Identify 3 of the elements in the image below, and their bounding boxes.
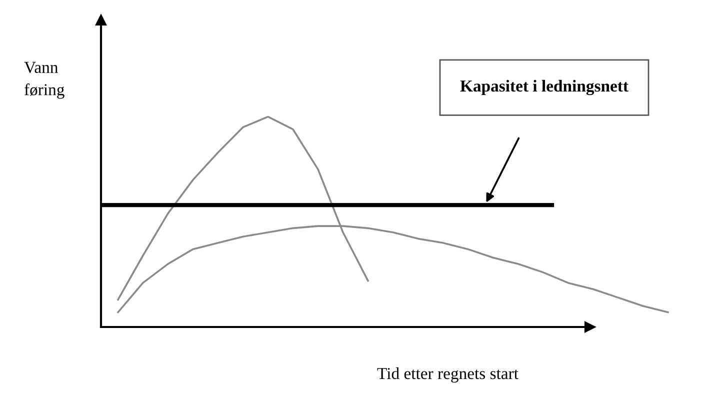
- ref-line-label: Kapasitet i ledningsnett: [460, 80, 628, 96]
- y-axis-title: Vann føring: [24, 62, 64, 99]
- x-axis-title: Tid etter regnets start: [377, 367, 518, 383]
